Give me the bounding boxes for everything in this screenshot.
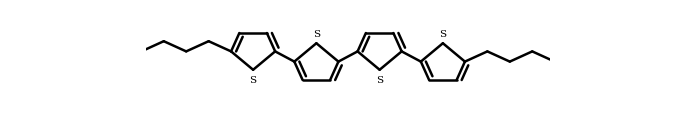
Text: S: S (439, 29, 446, 38)
Text: S: S (313, 29, 320, 38)
Text: S: S (376, 76, 383, 85)
Text: S: S (250, 76, 257, 85)
